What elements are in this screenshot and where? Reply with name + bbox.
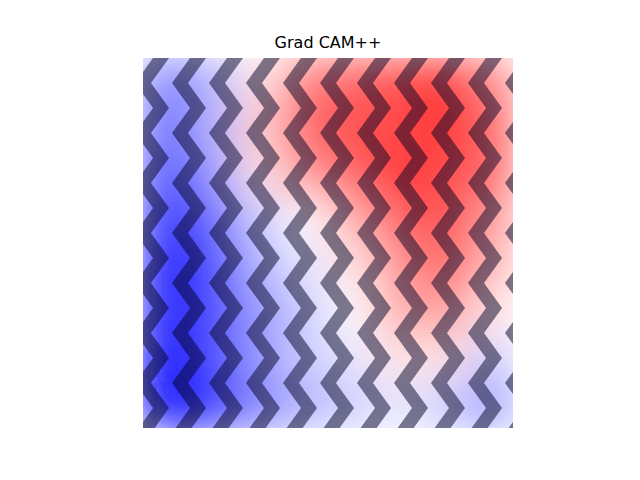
zigzag xyxy=(328,58,346,428)
zigzag xyxy=(143,58,161,428)
zigzag xyxy=(217,58,235,428)
chart: Grad CAM++ xyxy=(0,0,640,480)
zigzag xyxy=(476,58,494,428)
zigzag xyxy=(402,58,420,428)
zigzag xyxy=(180,58,198,428)
zigzag xyxy=(439,58,457,428)
plot-area xyxy=(143,58,513,428)
zigzag xyxy=(254,58,272,428)
zigzag xyxy=(365,58,383,428)
title: Grad CAM++ xyxy=(275,33,382,52)
zigzag xyxy=(291,58,309,428)
image-texture xyxy=(143,58,513,428)
